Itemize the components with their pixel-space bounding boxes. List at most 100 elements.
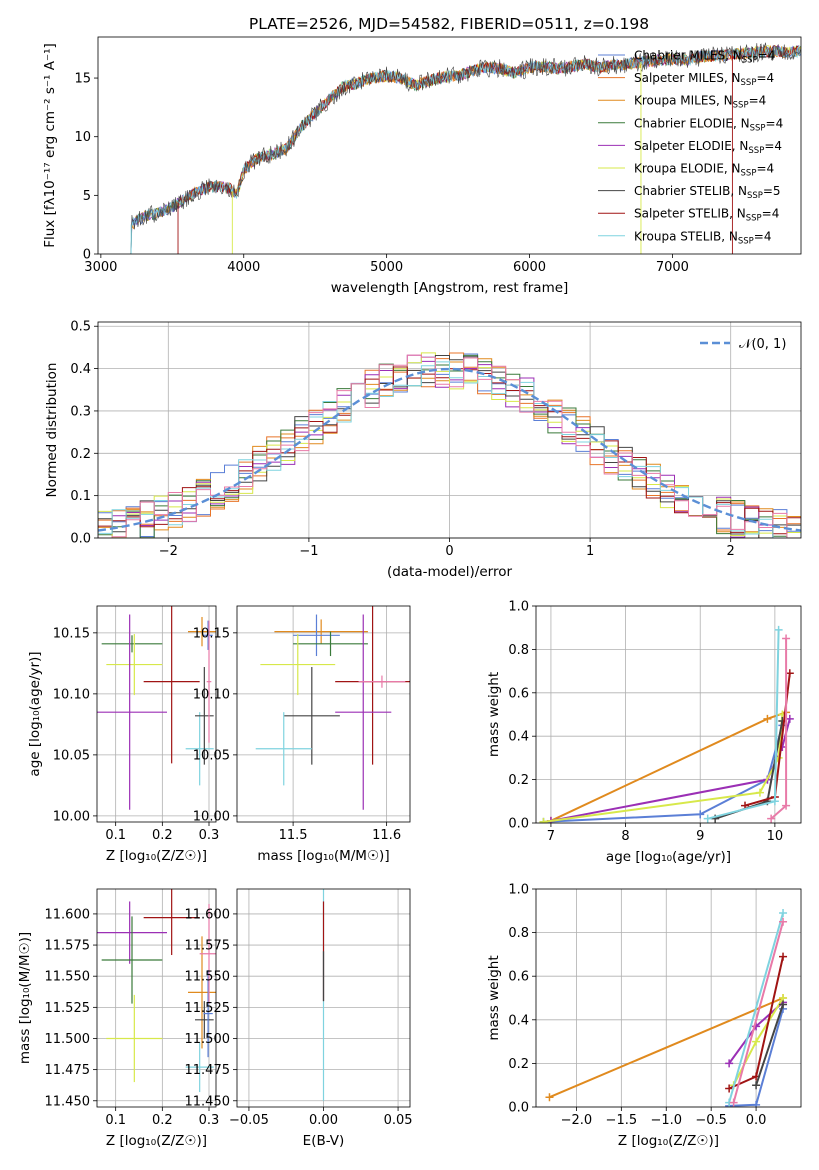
y-tick-label: 11.525 — [45, 1001, 91, 1016]
x-tick-label: 4000 — [227, 260, 260, 275]
plus-marker — [725, 1059, 734, 1068]
y-tick-label: 11.600 — [45, 907, 91, 922]
y-tick-label: 0.2 — [70, 447, 91, 462]
y-tick-label: 15 — [74, 72, 91, 87]
errorbars-age_vs_Z — [97, 606, 216, 810]
x-tick-label: 0 — [445, 544, 453, 559]
errorbar-point — [97, 614, 167, 810]
y-tick-label: 1.0 — [508, 600, 529, 615]
plus-marker — [539, 817, 548, 823]
y-axis-label: mass weight — [486, 955, 502, 1040]
y-tick-label: 11.475 — [45, 1063, 91, 1078]
y-tick-label: 5 — [83, 189, 91, 204]
y-tick-label: 10 — [74, 130, 91, 145]
errorbar-point — [358, 675, 406, 688]
errorbar-point — [199, 903, 216, 1004]
axes-age_vs_mass: 11.5 11.6 10.00 10.05 10.10 10.15 mass [log₁₀(… — [193, 606, 410, 864]
plus-marker — [703, 814, 712, 823]
x-tick-label: 0.3 — [199, 1113, 220, 1128]
x-tick-label: 0.0 — [746, 1113, 767, 1128]
x-tick-label: −1.5 — [606, 1113, 638, 1128]
weight_vs_age-frame — [535, 605, 802, 824]
y-tick-label: 10.00 — [193, 809, 230, 824]
x-axis-label: wavelength [Angstrom, rest frame] — [331, 280, 569, 296]
y-tick-label: 0 — [83, 248, 91, 263]
errorbar-point — [101, 635, 163, 653]
axes-spectrum: 3000 4000 5000 6000 7000 0 5 10 15 wavelength [An… — [42, 43, 689, 296]
x-tick-label: 11.6 — [372, 828, 401, 843]
mass_vs_ebv-frame — [236, 888, 411, 1108]
errorbar-point — [143, 889, 200, 956]
y-tick-label: 11.450 — [45, 1094, 91, 1109]
plus-marker — [785, 714, 794, 723]
y-tick-label: 11.575 — [45, 939, 91, 954]
series-line — [755, 1004, 784, 1086]
x-tick-label: 7 — [547, 829, 555, 844]
series-line — [549, 997, 784, 1099]
x-tick-label: 0.2 — [152, 828, 173, 843]
plus-marker — [779, 952, 788, 961]
legend-label: Salpeter MILES, NSSP=4 — [634, 71, 774, 88]
errorbar-point — [293, 614, 340, 657]
x-tick-label: 0.05 — [384, 1113, 413, 1128]
x-tick-label: 0.3 — [199, 828, 220, 843]
errorbar-point — [293, 631, 368, 657]
x-axis-label: E(B-V) — [303, 1133, 345, 1149]
histogram-kroupa_stelib — [98, 361, 801, 538]
errorbar-point — [195, 1001, 214, 1039]
weight_vs_Z-frame — [535, 888, 802, 1108]
plus-marker — [782, 634, 791, 643]
mass_vs_Z-frame — [96, 888, 217, 1108]
y-tick-label: 0.8 — [508, 926, 529, 941]
y-tick-label: 10.15 — [53, 626, 90, 641]
plus-marker — [774, 625, 783, 634]
legend-label: Chabrier MILES, NSSP=4 — [634, 49, 775, 66]
plus-marker — [763, 714, 772, 723]
y-tick-label: 0.4 — [508, 1013, 529, 1028]
x-tick-label: 5000 — [370, 260, 403, 275]
y-axis-label: mass weight — [486, 672, 502, 757]
legend-label: Kroupa ELODIE, NSSP=4 — [634, 162, 774, 179]
plus-marker — [785, 669, 794, 678]
plus-marker — [767, 814, 776, 823]
normal-curve — [98, 367, 801, 532]
errorbar-point — [97, 901, 167, 964]
x-tick-label: −0.05 — [229, 1113, 269, 1128]
errorbar-point — [203, 969, 213, 1058]
series-line — [707, 629, 780, 820]
errorbar-point — [206, 620, 212, 743]
x-tick-label: 0.1 — [105, 828, 126, 843]
lines-weight_vs_age — [539, 625, 794, 823]
y-tick-label: 0.3 — [70, 404, 91, 419]
errorbar-point — [274, 619, 368, 644]
y-tick-label: 0.0 — [508, 817, 529, 832]
y-tick-label: 10.10 — [53, 687, 90, 702]
x-tick-label: 9 — [696, 829, 704, 844]
plus-marker — [770, 797, 779, 806]
plus-marker — [779, 908, 788, 917]
x-tick-label: 0.00 — [309, 1113, 338, 1128]
errorbar-point — [143, 606, 200, 764]
histogram-pink — [98, 354, 801, 538]
y-tick-label: 11.600 — [185, 907, 231, 922]
axes-mass_vs_Z: 0.1 0.2 0.3 11.450 11.475 11.500 11.525 11.550 1… — [17, 889, 219, 1149]
y-tick-label: 10.05 — [193, 748, 230, 763]
errorbar-point — [106, 634, 163, 696]
plus-marker — [752, 1081, 761, 1090]
errorbar-point — [188, 616, 216, 647]
axes-age_vs_Z: 0.1 0.2 0.3 10.00 10.05 10.10 10.15 Z [log₁₀(Z/… — [27, 606, 219, 864]
legend-label: Kroupa MILES, NSSP=4 — [634, 94, 766, 111]
y-tick-label: 1.0 — [508, 883, 529, 898]
plus-marker — [545, 1093, 554, 1102]
y-tick-label: 0.2 — [508, 773, 529, 788]
figure-title: PLATE=2526, MJD=54582, FIBERID=0511, z=0… — [249, 15, 649, 33]
legend-label: 𝒩(0, 1) — [739, 337, 786, 352]
y-tick-label: 0.5 — [70, 320, 91, 335]
x-tick-label: −0.5 — [695, 1113, 727, 1128]
errorbar-point — [260, 634, 336, 696]
y-tick-label: 0.0 — [70, 532, 91, 547]
y-tick-label: 11.500 — [185, 1032, 231, 1047]
errorbars-mass_vs_Z — [97, 889, 216, 1093]
errorbar-point — [335, 614, 392, 810]
